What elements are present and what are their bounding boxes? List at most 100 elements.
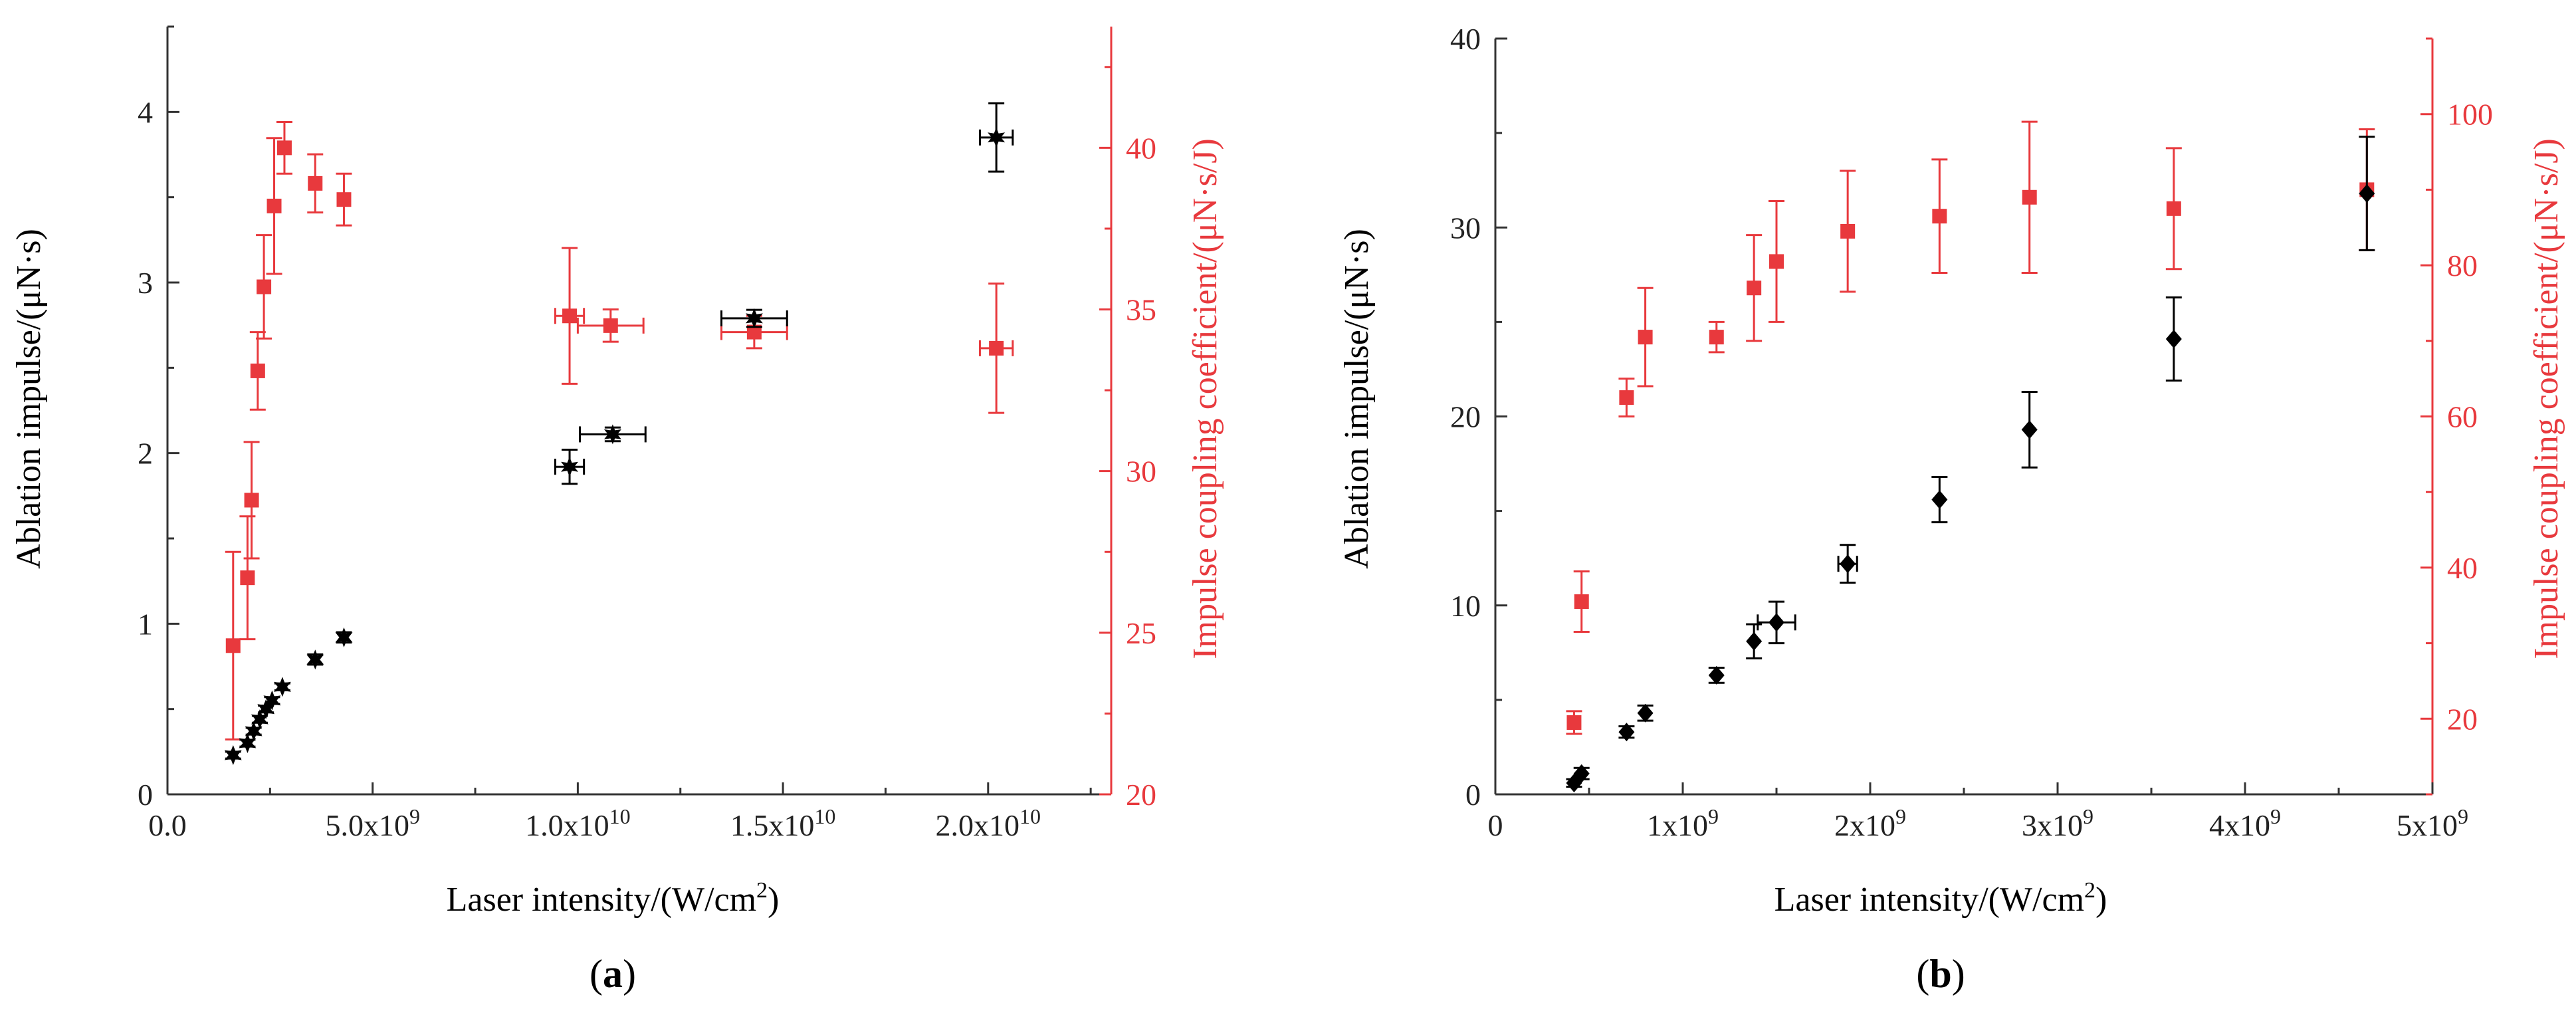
data-point xyxy=(276,120,292,175)
y2-axis-label-a: Impulse coupling coefficient/(μN·s/J) xyxy=(1186,138,1224,659)
x-tick-label: 2.0x1010 xyxy=(936,804,1041,842)
data-point xyxy=(257,699,275,719)
data-point xyxy=(978,283,1014,414)
x-tick-mantissa: 1.5x10 xyxy=(730,808,815,842)
marker-square xyxy=(1840,223,1856,239)
marker-diamond xyxy=(1637,703,1654,723)
marker-diamond xyxy=(1746,631,1763,651)
panel-label-b: (b) xyxy=(1916,952,1965,996)
data-point xyxy=(1637,703,1654,723)
x-tick-mantissa: 1.0x10 xyxy=(525,808,609,842)
x-tick-label: 5x109 xyxy=(2397,804,2468,842)
marker-square xyxy=(257,279,272,294)
data-point xyxy=(1837,544,1858,584)
marker-star xyxy=(306,649,324,670)
marker-star xyxy=(263,690,281,711)
y-axis-label-a: Ablation impulse/(μN·s) xyxy=(10,229,48,569)
data-point xyxy=(256,234,272,340)
marker-star xyxy=(561,457,578,477)
plot-area-b: 0 1x109 2x109 3x109 4x109 5x10901020304020406… xyxy=(1450,22,2493,842)
marker-star xyxy=(251,709,268,730)
marker-square xyxy=(2022,189,2037,205)
x-tick-mantissa: 0.0 xyxy=(148,808,187,842)
x-tick-label: 0 xyxy=(1488,808,1503,842)
data-point xyxy=(1840,170,1856,293)
marker-square xyxy=(276,140,292,156)
marker-square xyxy=(1932,209,1947,224)
data-point xyxy=(307,153,324,214)
marker-diamond xyxy=(2165,329,2182,348)
data-point xyxy=(225,550,241,741)
data-point xyxy=(1746,623,1763,659)
data-point xyxy=(243,441,260,560)
x-tick-label: 3x109 xyxy=(2022,804,2093,842)
y2-axis-label-b: Impulse coupling coefficient/(μN·s/J) xyxy=(2527,138,2565,659)
data-point xyxy=(249,331,266,411)
data-point xyxy=(1573,570,1590,633)
marker-star xyxy=(273,677,291,697)
marker-star xyxy=(988,127,1006,148)
marker-square xyxy=(1619,390,1634,405)
marker-diamond xyxy=(1769,613,1784,632)
marker-square xyxy=(1638,330,1653,345)
data-point xyxy=(1708,665,1725,685)
marker-square xyxy=(562,308,578,324)
x-tick-label: 5.0x109 xyxy=(325,804,420,842)
x-tick-mantissa: 3x10 xyxy=(2022,808,2083,842)
data-point xyxy=(2359,136,2375,251)
y-tick-label: 2 xyxy=(138,437,153,471)
data-point xyxy=(1757,600,1796,645)
data-point xyxy=(306,649,324,670)
data-point xyxy=(978,102,1014,173)
x-tick-exponent: 9 xyxy=(1708,804,1719,828)
y-tick-label: 4 xyxy=(138,95,153,129)
marker-diamond xyxy=(1573,764,1590,783)
marker-square xyxy=(244,493,259,508)
y-tick-label: 20 xyxy=(1450,400,1481,434)
data-point xyxy=(1573,764,1590,783)
series-coupling-coefficient xyxy=(225,120,1014,741)
y2-tick-label: 80 xyxy=(2447,249,2478,283)
series-ablation-impulse xyxy=(1566,136,2375,792)
y2-tick-label: 40 xyxy=(2447,551,2478,585)
marker-star xyxy=(335,627,353,647)
marker-square xyxy=(2166,201,2181,216)
data-point xyxy=(2165,147,2182,271)
y-axis-label-b: Ablation impulse/(μN·s) xyxy=(1338,229,1376,569)
data-point xyxy=(335,627,353,647)
x-tick-mantissa: 1x10 xyxy=(1647,808,1708,842)
x-tick-label: 1x109 xyxy=(1647,804,1719,842)
data-point xyxy=(224,745,242,765)
marker-square xyxy=(308,175,323,191)
data-point xyxy=(263,690,281,711)
x-tick-mantissa: 0 xyxy=(1488,808,1503,842)
x-tick-label: 1.0x1010 xyxy=(525,804,631,842)
marker-square xyxy=(336,192,352,207)
y-tick-label: 30 xyxy=(1450,211,1481,245)
data-point xyxy=(1931,475,1948,524)
x-tick-label: 2x109 xyxy=(1834,804,1906,842)
x-tick-label: 4x109 xyxy=(2209,804,2281,842)
marker-diamond xyxy=(1708,665,1725,685)
data-point xyxy=(1769,199,1784,323)
marker-square xyxy=(1747,281,1762,296)
y2-tick-label: 100 xyxy=(2447,98,2493,132)
data-point xyxy=(578,424,647,445)
data-point xyxy=(1746,234,1763,342)
data-point xyxy=(2021,391,2038,469)
marker-square xyxy=(267,198,282,213)
chart-panel-b: 0 1x109 2x109 3x109 4x109 5x10901020304020406… xyxy=(1338,22,2565,996)
data-point xyxy=(1708,320,1725,354)
data-point xyxy=(1566,710,1582,735)
marker-diamond xyxy=(1618,723,1635,742)
y2-tick-label: 20 xyxy=(2447,702,2478,736)
y2-tick-label: 30 xyxy=(1126,455,1156,489)
marker-square xyxy=(240,570,255,586)
x-tick-exponent: 10 xyxy=(609,804,631,828)
marker-star xyxy=(603,424,621,445)
data-point xyxy=(239,733,257,753)
marker-square xyxy=(989,340,1004,356)
x-tick-mantissa: 5.0x10 xyxy=(325,808,409,842)
y-tick-label: 0 xyxy=(138,778,153,812)
marker-star xyxy=(239,733,257,753)
